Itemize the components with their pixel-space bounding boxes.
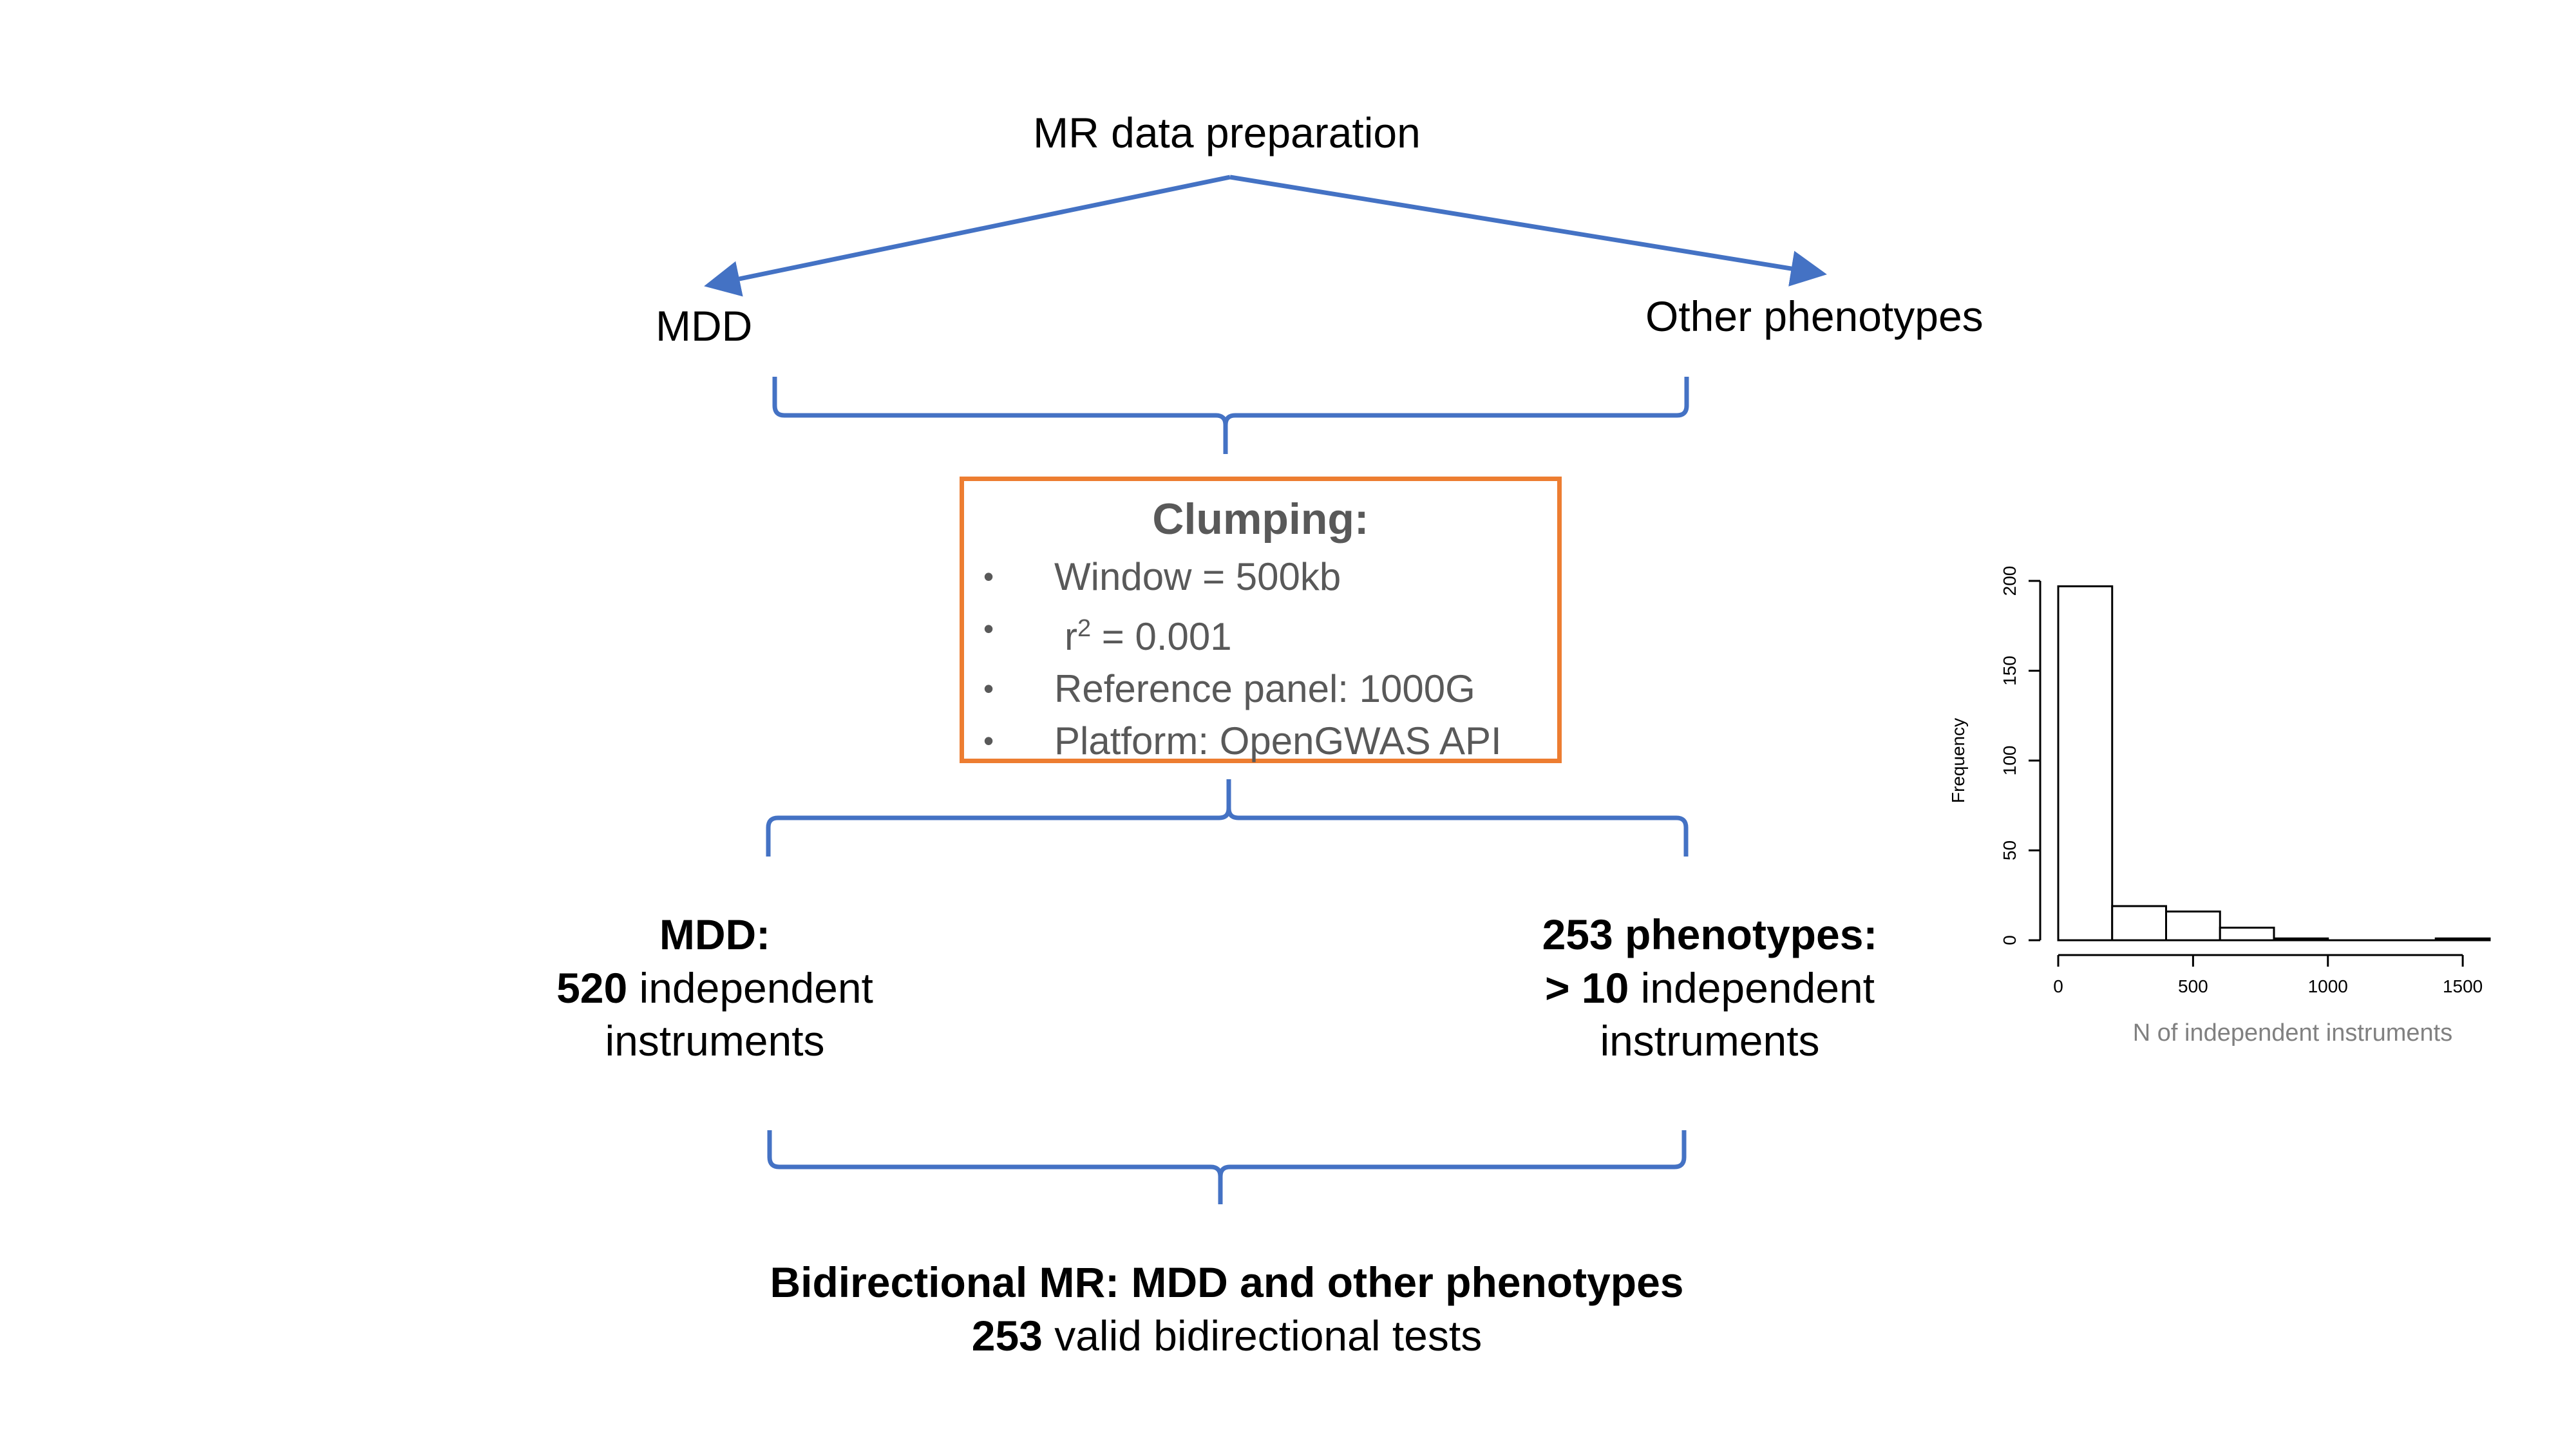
clumping-item-text: Window = 500kb xyxy=(1054,555,1341,598)
phenotypes-instrument-threshold: > 10 xyxy=(1545,963,1629,1012)
histogram-x-tick-label: 1000 xyxy=(2308,976,2348,996)
histogram-bar xyxy=(2273,937,2329,942)
other-phenotypes-branch-label: Other phenotypes xyxy=(1645,292,1984,340)
clumping-box: Clumping: • Window = 500kb • r2 = 0.001 … xyxy=(960,477,1562,763)
bullet-icon: • xyxy=(983,560,994,593)
mdd-result: MDD: 520 independent instruments xyxy=(489,908,940,1068)
final-result: Bidirectional MR: MDD and other phenotyp… xyxy=(708,1256,1745,1362)
histogram-y-tick-label: 200 xyxy=(2000,566,2020,596)
histogram-x-tick-label: 500 xyxy=(2178,976,2208,996)
histogram-bar xyxy=(2219,926,2275,942)
brace-top xyxy=(772,377,1689,454)
brace-bottom xyxy=(767,1130,1687,1204)
histogram-y-tick-label: 0 xyxy=(2000,935,2020,945)
mdd-result-line2: instruments xyxy=(605,1017,825,1065)
final-result-line2-text: valid bidirectional tests xyxy=(1042,1311,1482,1359)
r2-superscript: 2 xyxy=(1077,615,1092,642)
brace-middle xyxy=(766,779,1689,857)
histogram-x-axis-label: N of independent instruments xyxy=(2132,1019,2453,1046)
r2-symbol: r xyxy=(1065,615,1077,658)
phenotypes-result-heading: 253 phenotypes: xyxy=(1542,911,1878,958)
phenotypes-result-line1: > 10 independent xyxy=(1468,961,1951,1015)
histogram-y-tick-label: 150 xyxy=(2000,656,2020,686)
arrow-to-other-phenotypes xyxy=(1229,175,1827,287)
clumping-item-text: Platform: OpenGWAS API xyxy=(1054,719,1502,762)
histogram-x-tick-label: 0 xyxy=(2053,976,2063,996)
mdd-branch-label: MDD xyxy=(656,302,753,350)
histogram-x-tick-label: 1500 xyxy=(2443,976,2483,996)
bullet-icon: • xyxy=(983,724,994,757)
mdd-result-line1-text: independent xyxy=(627,963,873,1012)
clumping-item-r2: • r2 = 0.001 xyxy=(983,603,1502,663)
phenotypes-result: 253 phenotypes: > 10 independent instrum… xyxy=(1468,908,1951,1068)
r2-value: = 0.001 xyxy=(1091,615,1232,658)
histogram-bar xyxy=(2434,937,2491,942)
final-result-line1: Bidirectional MR: MDD and other phenotyp… xyxy=(770,1258,1684,1306)
clumping-item-window: • Window = 500kb xyxy=(983,551,1502,603)
diagram-title: MR data preparation xyxy=(1033,109,1421,156)
clumping-title: Clumping: xyxy=(1152,495,1369,544)
mdd-instrument-count: 520 xyxy=(556,963,628,1012)
bullet-icon: • xyxy=(983,672,994,705)
clumping-item-platform: • Platform: OpenGWAS API xyxy=(983,715,1502,767)
mdd-result-line1: 520 independent xyxy=(489,961,940,1015)
clumping-item-reference-panel: • Reference panel: 1000G xyxy=(983,663,1502,715)
histogram-bar xyxy=(2057,585,2114,942)
final-result-line2: 253 valid bidirectional tests xyxy=(708,1309,1745,1363)
histogram-bar xyxy=(2165,910,2221,942)
histogram-y-tick-label: 100 xyxy=(2000,746,2020,776)
histogram-y-axis-label: Frequency xyxy=(1948,718,1968,803)
clumping-item-text: Reference panel: 1000G xyxy=(1054,667,1475,710)
arrow-to-mdd xyxy=(704,175,1231,297)
bullet-icon: • xyxy=(983,612,994,645)
histogram-bar xyxy=(2111,905,2167,942)
clumping-parameter-list: • Window = 500kb • r2 = 0.001 • Referenc… xyxy=(983,551,1502,767)
histogram-y-tick-label: 50 xyxy=(2000,840,2020,860)
mdd-result-heading: MDD: xyxy=(659,911,771,958)
phenotypes-result-line1-text: independent xyxy=(1629,963,1875,1012)
phenotypes-result-line2: instruments xyxy=(1600,1017,1820,1065)
valid-tests-count: 253 xyxy=(971,1311,1043,1359)
